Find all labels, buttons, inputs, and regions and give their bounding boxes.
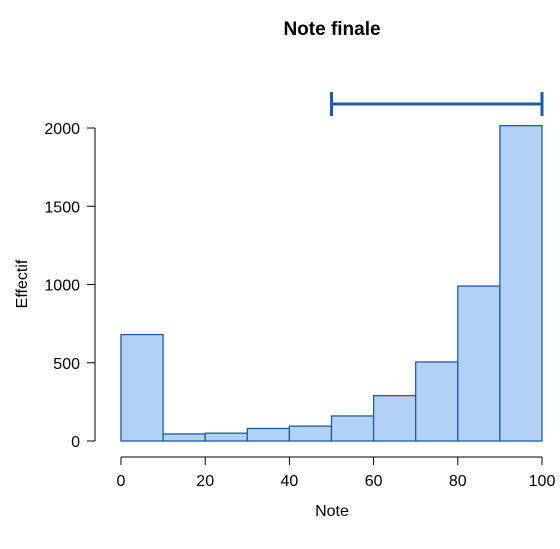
y-tick-label: 500 — [53, 356, 80, 373]
histogram-bar-2 — [204, 432, 248, 442]
histogram-bar-5 — [330, 415, 375, 442]
x-tick-label: 40 — [281, 473, 299, 490]
histogram-bar-9 — [499, 125, 543, 442]
bars-group — [120, 125, 543, 442]
x-axis: 0 20 40 60 80 100 — [117, 456, 556, 490]
chart-title: Note finale — [283, 19, 380, 40]
histogram-bar-0 — [120, 333, 164, 442]
y-tick-label: 2000 — [44, 121, 80, 138]
x-axis-label: Note — [315, 503, 349, 520]
x-tick-label: 0 — [117, 473, 126, 490]
histogram-bar-8 — [457, 285, 501, 442]
histogram-bar-6 — [372, 394, 417, 442]
histogram-bar-3 — [246, 427, 291, 442]
y-tick-label: 1000 — [44, 278, 80, 295]
x-tick-label: 80 — [449, 473, 467, 490]
x-tick-label: 100 — [529, 473, 556, 490]
y-tick-label: 0 — [71, 434, 80, 451]
y-tick-label: 1500 — [44, 199, 80, 216]
x-tick-label: 20 — [196, 473, 214, 490]
x-tick-label: 60 — [365, 473, 383, 490]
y-axis: 0 500 1000 1500 2000 — [44, 121, 96, 451]
histogram-bar-4 — [288, 425, 333, 442]
histogram-bar-7 — [415, 361, 459, 442]
histogram-bar-1 — [162, 433, 206, 442]
y-axis-label: Effectif — [14, 259, 31, 308]
